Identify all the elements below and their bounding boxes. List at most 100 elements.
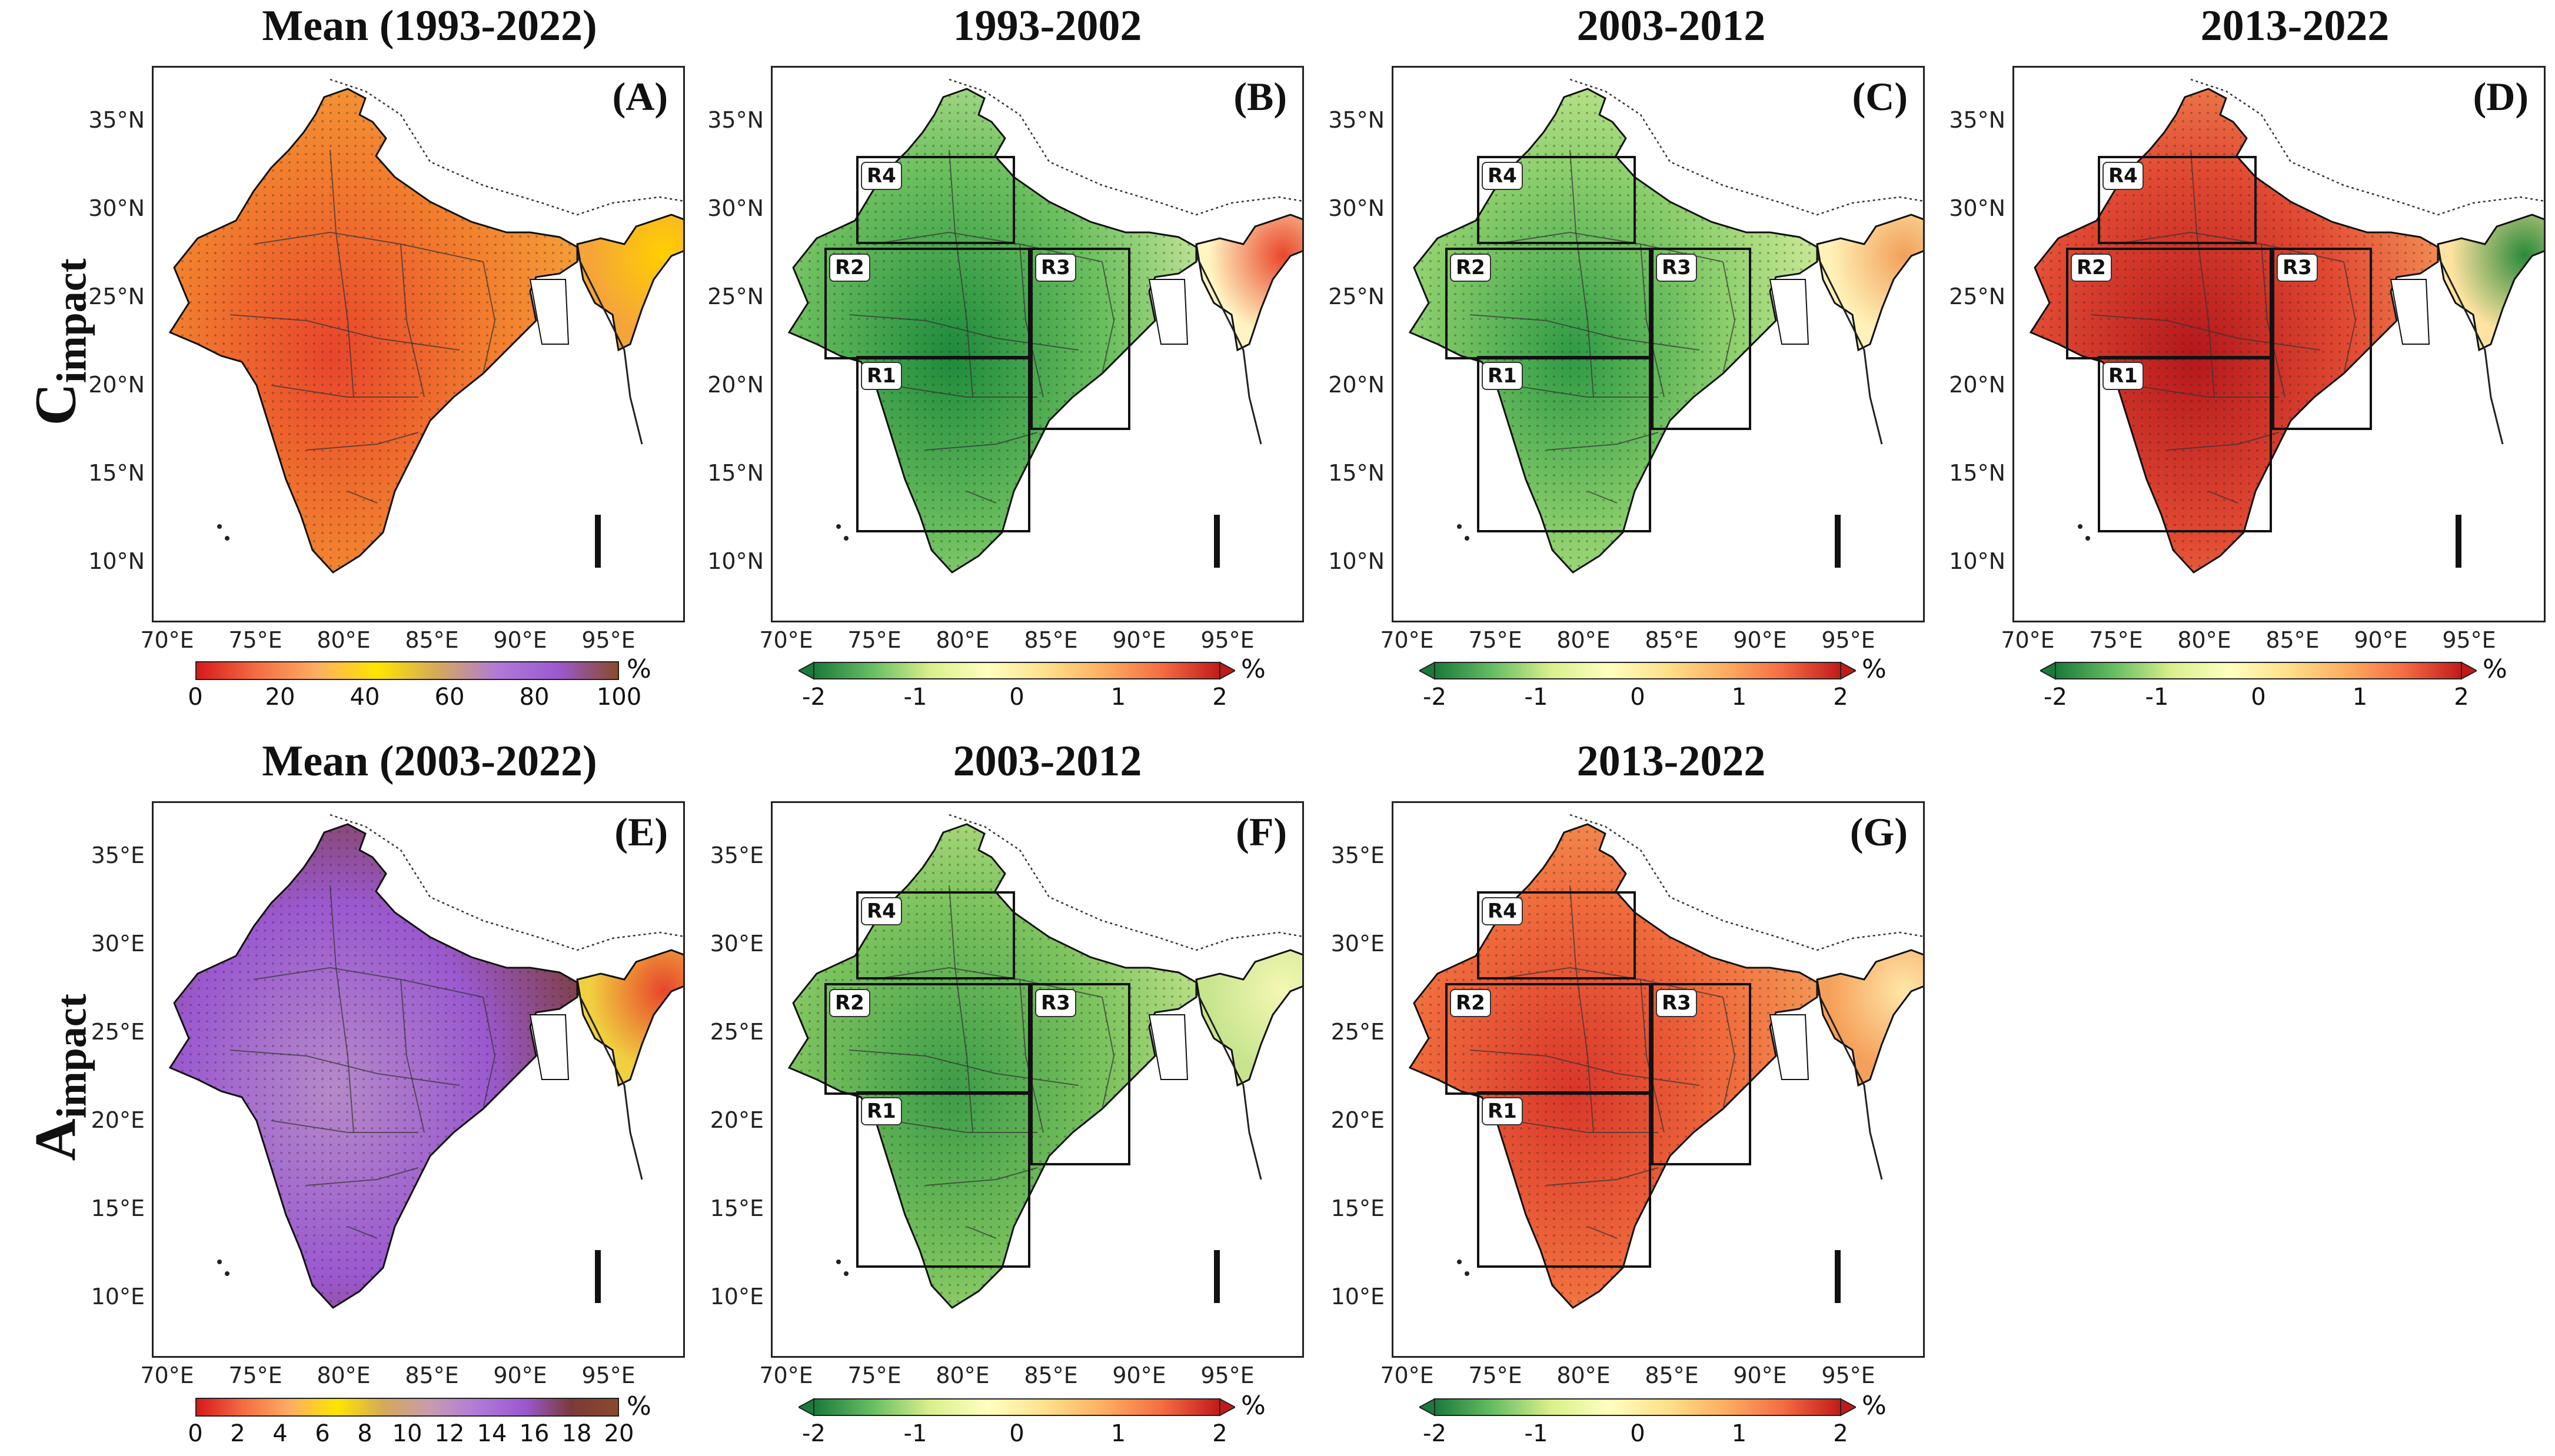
colorbar-tick-label: 1 [1110, 1420, 1126, 1447]
latitude-label: 25°N [88, 284, 145, 309]
island [1457, 524, 1462, 529]
island [1457, 1260, 1462, 1264]
colorbar-tick-label: 40 [350, 684, 380, 711]
region-box-r4 [1477, 891, 1636, 979]
longitude-label: 90°E [2354, 627, 2408, 653]
colorbar-tick-label: 0 [1630, 684, 1645, 711]
state-boundary [1722, 261, 1736, 374]
state-boundary [872, 231, 1103, 262]
colorbar-a-mean-gradient [195, 1398, 619, 1417]
region-box-r4 [1477, 156, 1636, 244]
latitude-label: 35°E [1330, 842, 1385, 868]
region-box-r2 [1445, 983, 1651, 1095]
colorbar-tick-label: 0 [188, 1420, 203, 1447]
latitude-label: 25°N [1328, 284, 1385, 309]
state-boundary [483, 997, 496, 1110]
latitude-label: 30°N [1328, 195, 1385, 221]
colorbar-tick-label: 2 [2454, 684, 2469, 711]
region-label-r4: R4 [861, 162, 902, 190]
longitude-label: 95°E [1200, 1362, 1255, 1388]
colorbar-tick-label: 0 [1009, 684, 1024, 711]
colorbar-diff-unit: % [1241, 654, 1266, 684]
colorbar-diff-unit: % [1241, 1391, 1266, 1421]
panel-tag: (C) [1852, 74, 1908, 119]
state-boundary [347, 1226, 378, 1239]
title-panel-e: Mean (2003-2022) [262, 737, 597, 785]
longitude-label: 85°E [405, 1362, 459, 1388]
bangladesh-gap [1769, 1014, 1809, 1080]
colorbar-tick-label: -1 [903, 1420, 927, 1447]
latitude-label: 35°N [88, 107, 145, 133]
colorbar-tick-label: 80 [519, 684, 550, 711]
bangladesh-gap [1148, 1014, 1189, 1080]
region-box-r2 [824, 983, 1030, 1095]
state-boundary [1511, 1120, 1658, 1133]
title-panel-d: 2013-2022 [2200, 2, 2390, 50]
longitude-label: 80°E [936, 627, 990, 653]
longitude-label: 85°E [405, 627, 459, 653]
colorbar-diff-f [797, 1398, 1237, 1417]
row-label-a-sub: impact [48, 994, 95, 1119]
latitude-label: 20°N [707, 372, 764, 398]
latitude-label: 10°E [91, 1284, 145, 1310]
state-boundary [1640, 244, 1665, 398]
map-svg [787, 814, 1302, 1309]
island [836, 524, 841, 529]
latitude-label: 10°E [710, 1284, 764, 1310]
colorbar-tick-label: 2 [1212, 1420, 1227, 1447]
longitude-label: 95°E [1200, 627, 1255, 653]
international-border [330, 814, 683, 951]
colorbar-diff-svg [1418, 661, 1858, 680]
latitude-label: 15°N [88, 460, 145, 486]
island [844, 1271, 849, 1276]
state-boundary [483, 261, 496, 374]
region-box-r4 [2098, 156, 2257, 244]
longitude-label: 80°E [1556, 1362, 1611, 1388]
coastline [576, 255, 643, 445]
state-boundary [271, 1120, 418, 1133]
state-boundary [400, 979, 425, 1133]
state-boundary [306, 1167, 419, 1186]
colorbar-tick-label: 16 [519, 1420, 550, 1447]
state-boundary [849, 314, 1079, 351]
colorbar-tick-label: -2 [1423, 684, 1446, 711]
india-north-east [1195, 949, 1302, 1087]
region-label-r1: R1 [1482, 362, 1523, 390]
longitude-label: 70°E [140, 1362, 194, 1388]
state-boundary [925, 1167, 1038, 1186]
colorbar-tick-label: 1 [1731, 684, 1747, 711]
latitude-label: 35°E [91, 842, 145, 868]
colorbar-diff-unit: % [1862, 654, 1887, 684]
panel-tag: (F) [1236, 809, 1287, 854]
latitude-label: 20°N [1328, 372, 1385, 398]
bangladesh-gap [529, 279, 570, 345]
latitude-label: 25°N [1949, 284, 2005, 309]
colorbar-tick-label: 4 [272, 1420, 288, 1447]
colorbar-c-mean-gradient [195, 661, 619, 680]
longitude-label: 80°E [2177, 627, 2231, 653]
colorbar-diff-unit: % [1862, 1391, 1887, 1421]
longitude-label: 75°E [2089, 627, 2143, 653]
island [225, 536, 229, 541]
colorbar-c-mean [195, 661, 619, 680]
row-label-c-sub: impact [48, 258, 95, 384]
map-panel-e: (E) [152, 801, 685, 1358]
longitude-label: 80°E [317, 1362, 371, 1388]
region-label-r2: R2 [2071, 254, 2112, 282]
colorbar-diff-b [797, 661, 1237, 680]
colorbar-tick-label: -2 [802, 684, 826, 711]
map-svg [1408, 814, 1923, 1309]
colorbar-tick-label: 14 [477, 1420, 507, 1447]
state-boundary [306, 432, 419, 451]
region-label-r3: R3 [1656, 254, 1697, 282]
latitude-label: 25°E [91, 1019, 145, 1045]
state-boundary [1546, 432, 1659, 451]
colorbar-diff-svg [797, 1398, 1237, 1417]
state-boundary [849, 1049, 1079, 1086]
longitude-label: 80°E [317, 627, 371, 653]
longitude-label: 95°E [2442, 627, 2496, 653]
andaman-islands [1835, 515, 1841, 568]
colorbar-tick-label: 0 [1009, 1420, 1024, 1447]
andaman-islands [595, 1250, 601, 1303]
colorbar-tick-label: -2 [2044, 684, 2067, 711]
